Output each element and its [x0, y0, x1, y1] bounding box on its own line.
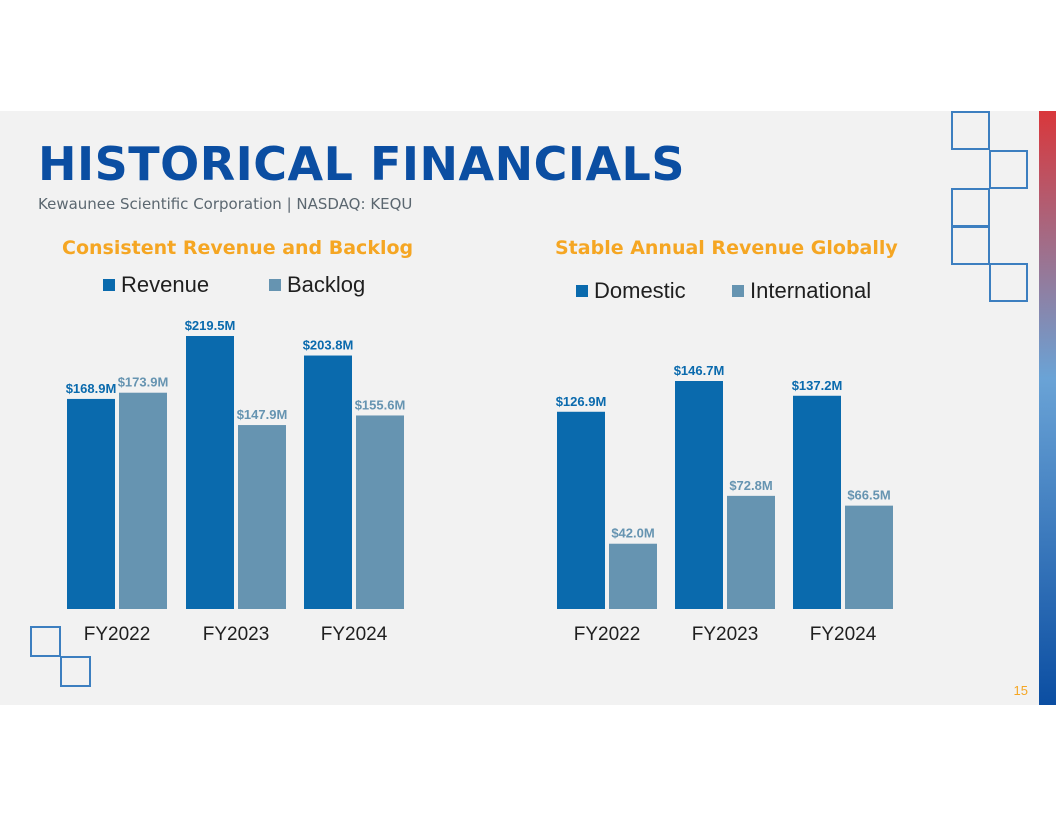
accent-gradient-bar	[1039, 111, 1056, 705]
data-label-international-fy2023: $72.8M	[729, 478, 772, 493]
legend-label-domestic: Domestic	[594, 278, 686, 303]
legend-revenue-backlog: Revenue Backlog	[103, 272, 365, 298]
decorative-square	[60, 656, 91, 687]
data-label-revenue-fy2024: $203.8M	[303, 338, 354, 353]
x-tick-label-fy2024: FY2024	[321, 624, 388, 645]
bar-revenue-fy2023	[186, 336, 234, 609]
bar-backlog-fy2022	[119, 392, 167, 609]
x-tick-label-fy2022: FY2022	[84, 624, 151, 645]
decorative-square	[30, 626, 61, 657]
x-tick-label-fy2022: FY2022	[574, 624, 641, 645]
page-title: HISTORICAL FINANCIALS	[38, 137, 685, 191]
bar-backlog-fy2024	[356, 415, 404, 609]
bar-revenue-fy2022	[67, 398, 115, 609]
legend-swatch-backlog	[269, 279, 281, 291]
bar-domestic-fy2022	[557, 411, 605, 609]
legend-label-international: International	[750, 278, 872, 303]
decorative-square	[989, 150, 1028, 189]
chart-title-revenue-backlog: Consistent Revenue and Backlog	[62, 237, 414, 259]
legend-item-backlog: Backlog	[269, 272, 365, 298]
data-label-domestic-fy2024: $137.2M	[792, 378, 843, 393]
data-label-backlog-fy2024: $155.6M	[355, 397, 406, 412]
x-tick-label-fy2024: FY2024	[810, 624, 877, 645]
bar-international-fy2022	[609, 543, 657, 609]
data-label-backlog-fy2022: $173.9M	[118, 375, 169, 390]
legend-swatch-international	[732, 285, 744, 297]
data-label-international-fy2022: $42.0M	[611, 526, 654, 541]
legend-item-international: International	[732, 278, 871, 304]
bar-international-fy2023	[727, 495, 775, 609]
data-label-revenue-fy2023: $219.5M	[185, 318, 236, 333]
x-tick-label-fy2023: FY2023	[203, 624, 270, 645]
legend-item-revenue: Revenue	[103, 272, 269, 298]
data-label-revenue-fy2022: $168.9M	[66, 381, 117, 396]
page-number: 15	[1013, 683, 1028, 698]
page-subtitle: Kewaunee Scientific Corporation | NASDAQ…	[38, 195, 413, 213]
x-tick-label-fy2023: FY2023	[692, 624, 759, 645]
bar-international-fy2024	[845, 505, 893, 609]
decorative-square	[951, 226, 990, 265]
legend-swatch-domestic	[576, 285, 588, 297]
legend-domestic-international: Domestic International	[576, 278, 871, 304]
decorative-square	[951, 188, 990, 227]
bar-domestic-fy2024	[793, 395, 841, 609]
bar-backlog-fy2023	[238, 425, 286, 609]
legend-label-backlog: Backlog	[287, 272, 366, 297]
decorative-square	[951, 111, 990, 150]
legend-label-revenue: Revenue	[121, 272, 210, 297]
legend-item-domestic: Domestic	[576, 278, 732, 304]
legend-swatch-revenue	[103, 279, 115, 291]
decorative-square	[989, 263, 1028, 302]
data-label-backlog-fy2023: $147.9M	[237, 407, 288, 422]
data-label-international-fy2024: $66.5M	[847, 488, 890, 503]
data-label-domestic-fy2023: $146.7M	[674, 363, 725, 378]
bar-domestic-fy2023	[675, 381, 723, 609]
bar-revenue-fy2024	[304, 355, 352, 609]
data-label-domestic-fy2022: $126.9M	[556, 394, 607, 409]
chart-title-revenue-globally: Stable Annual Revenue Globally	[555, 237, 898, 259]
